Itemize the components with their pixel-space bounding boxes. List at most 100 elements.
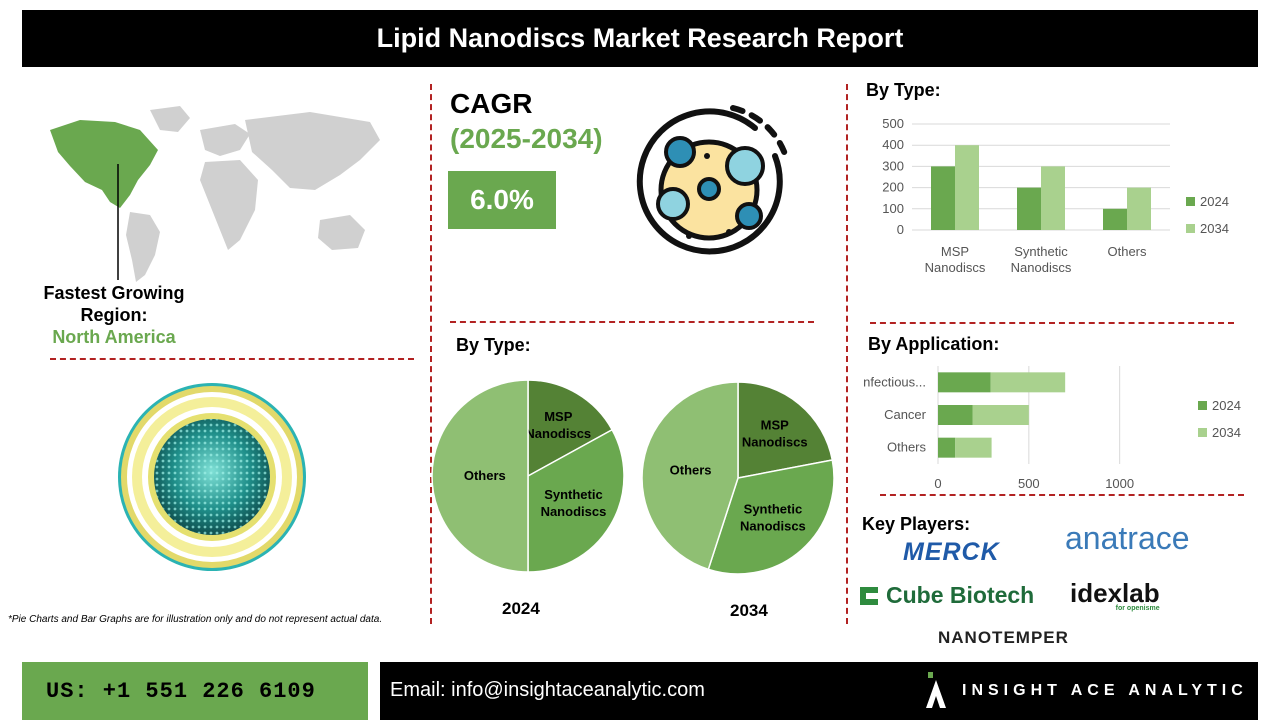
bar-type-ytick: 400: [882, 137, 904, 152]
application-legend-swatch: [1198, 428, 1207, 437]
application-xtick: 500: [1018, 476, 1040, 491]
map-north-america: [50, 120, 158, 208]
logo-anatrace: anatrace: [1065, 520, 1190, 557]
bar-type-category: Synthetic Nanodiscs: [1011, 244, 1072, 275]
map-asia: [245, 112, 380, 190]
region-label: Fastest Growing Region:: [43, 283, 185, 325]
divider-application: [880, 494, 1244, 496]
application-category: Others: [887, 440, 927, 455]
map-europe: [200, 124, 250, 156]
bar-type-ytick: 300: [882, 158, 904, 173]
application-xtick: 0: [934, 476, 941, 491]
footer-brand: INSIGHT ACE ANALYTIC: [962, 682, 1248, 699]
footer-contact-box: Email: info@insightaceanalytic.com INSIG…: [380, 662, 1258, 720]
pie-slice-label: Others: [670, 462, 712, 477]
logo-cube-biotech: Cube Biotech: [856, 582, 1034, 609]
bar-type-bar-2034: [1041, 166, 1065, 230]
cagr-value: 6.0%: [470, 184, 534, 215]
pie-slice: [527, 379, 614, 478]
application-xtick: 1000: [1105, 476, 1134, 491]
pie-slice: [641, 381, 739, 571]
application-legend-label: 2024: [1212, 398, 1241, 413]
divider-left: [430, 84, 432, 624]
insight-ace-logo-icon: [926, 672, 946, 708]
bar-type-legend-swatch: [1186, 197, 1195, 206]
map-africa: [200, 160, 258, 250]
pie-year-2034: 2034: [730, 601, 768, 620]
divider-right: [846, 84, 848, 624]
bar-type-legend-swatch: [1186, 224, 1195, 233]
footer-email: Email: info@insightaceanalytic.com: [390, 679, 705, 701]
map-south-america: [126, 212, 160, 282]
cagr-title: CAGR: [450, 88, 533, 119]
cube-biotech-icon: [860, 586, 878, 605]
nanodisc-illustration: [118, 383, 306, 571]
bar-type-bar-2034: [1127, 187, 1151, 230]
logo-anatrace-text: anatrace: [1065, 520, 1190, 556]
bar-type-ytick: 500: [882, 116, 904, 131]
bar-type-bar-2034: [955, 145, 979, 230]
bar-type-chart: 0 100 200 300 400 500 MSP Nanodiscs Synthetic Nan…: [882, 116, 1229, 275]
region-label-block: Fastest Growing Region: North America: [14, 282, 214, 348]
application-chart: 0 500 1000 Infectious... Cancer Others 2024 203…: [862, 366, 1241, 491]
application-title: By Application:: [868, 334, 1000, 354]
bar-type-category: Others: [1107, 244, 1147, 259]
bar-type-legend-label: 2034: [1200, 221, 1229, 236]
application-legend-swatch: [1198, 401, 1207, 410]
page-title: Lipid Nanodiscs Market Research Report: [376, 23, 904, 53]
footer-phone: US: +1 551 226 6109: [46, 678, 316, 704]
bar-type-ytick: 0: [897, 222, 904, 237]
bar-type-ytick: 100: [882, 201, 904, 216]
pie-slice-label: Synthetic Nanodiscs: [740, 502, 806, 534]
logo-cube-biotech-text: Cube Biotech: [886, 582, 1035, 608]
pie-type-title: By Type:: [456, 335, 531, 355]
logo-nanotemper-text: NANOTEMPER: [938, 628, 1069, 647]
pie-slice: [431, 379, 529, 573]
pie-slice-label: MSP Nanodiscs: [525, 409, 591, 441]
bar-type-title: By Type:: [866, 80, 941, 100]
map-australia: [318, 215, 365, 250]
cagr-years: (2025-2034): [450, 123, 603, 154]
bar-type-category: MSP Nanodiscs: [925, 244, 986, 275]
bar-type-bar-2024: [1103, 208, 1127, 230]
application-category: Cancer: [884, 407, 927, 422]
footer-phone-box: US: +1 551 226 6109: [22, 662, 368, 720]
logo-idexlab: idexlab for openisme: [1070, 578, 1160, 612]
logo-merck-text: MERCK: [903, 538, 1000, 566]
application-bar-2024: [938, 405, 973, 425]
application-bar-2034: [955, 437, 992, 458]
bar-type-bar-2024: [1017, 187, 1041, 230]
application-bar-2034: [990, 372, 1066, 393]
application-bar-2024: [938, 437, 956, 458]
pie-chart-2034: MSP Nanodiscs Synthetic Nanodiscs Others: [641, 381, 835, 575]
pie-slice-label: Others: [464, 468, 506, 483]
logo-idexlab-text: idexlab: [1070, 578, 1160, 608]
application-bar-2034: [972, 405, 1029, 425]
bar-type-bar-2024: [931, 166, 955, 230]
bar-type-ytick: 200: [882, 180, 904, 195]
application-bar-2024: [938, 372, 991, 393]
bar-type-legend-label: 2024: [1200, 194, 1229, 209]
page-header: Lipid Nanodiscs Market Research Report: [22, 10, 1258, 67]
pie-slice-label: Synthetic Nanodiscs: [541, 487, 607, 519]
application-legend-label: 2034: [1212, 425, 1241, 440]
pie-slice: [527, 428, 625, 573]
divider-region: [50, 358, 414, 360]
pie-slice: [707, 459, 835, 575]
logo-idexlab-tagline: for openisme: [1115, 605, 1160, 612]
logo-nanotemper: NANOTEMPER: [938, 628, 1069, 648]
cagr-value-box: 6.0%: [448, 171, 556, 229]
map-greenland: [150, 106, 190, 132]
molecule-icon: [636, 105, 788, 255]
illustration-note: *Pie Charts and Bar Graphs are for illus…: [8, 614, 383, 625]
region-value: North America: [52, 327, 176, 347]
logo-merck: MERCK: [903, 538, 1000, 567]
pie-slice-label: MSP Nanodiscs: [742, 418, 808, 450]
application-category: Infectious...: [862, 374, 926, 389]
divider-cagr: [450, 321, 814, 323]
players-title: Key Players:: [862, 514, 971, 534]
pie-slice: [737, 381, 834, 479]
world-map: [50, 106, 380, 282]
divider-bar-type: [870, 322, 1234, 324]
pie-year-2024: 2024: [502, 599, 540, 618]
